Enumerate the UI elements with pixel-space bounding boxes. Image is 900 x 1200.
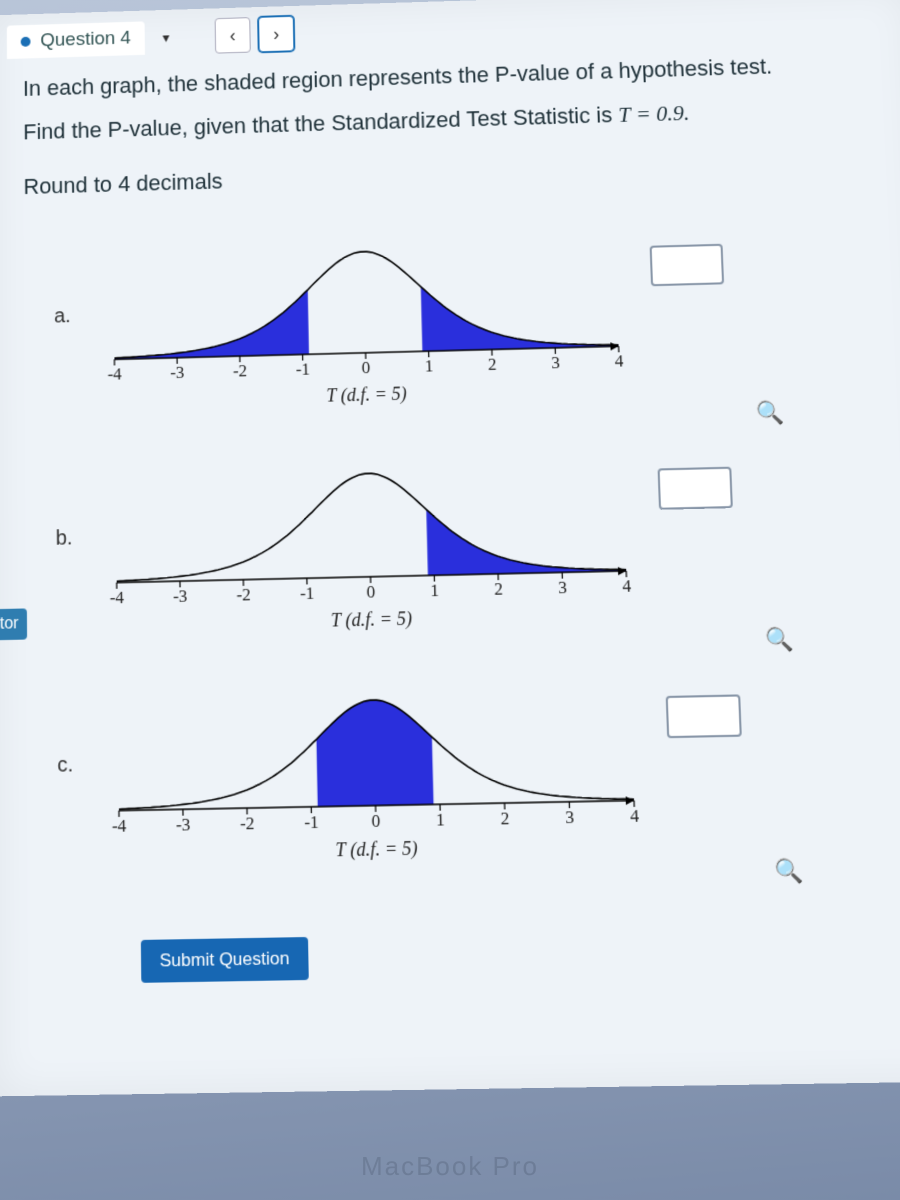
svg-text:-1: -1 <box>300 583 315 603</box>
svg-text:-4: -4 <box>107 364 122 382</box>
svg-text:2: 2 <box>494 579 503 599</box>
chart-row: a. -4-3-2-101234 T (d.f. = 5) <box>54 229 897 414</box>
answer-input[interactable] <box>658 467 733 510</box>
t-distribution-chart: -4 -3 -2 -1 0 1 2 3 4 <box>108 686 646 834</box>
svg-text:0: 0 <box>371 811 380 832</box>
svg-text:1: 1 <box>430 580 439 600</box>
svg-text:1: 1 <box>436 809 445 830</box>
answer-input[interactable] <box>650 244 725 287</box>
svg-text:-3: -3 <box>173 586 188 606</box>
svg-text:1: 1 <box>424 356 433 376</box>
svg-text:-2: -2 <box>233 361 248 381</box>
svg-text:-3: -3 <box>170 362 184 381</box>
svg-text:4: 4 <box>622 576 632 596</box>
svg-text:-2: -2 <box>240 813 255 834</box>
svg-text:-4: -4 <box>110 587 125 605</box>
chart-container: -4-3-2-101234 T (d.f. = 5) <box>106 459 639 637</box>
svg-text:3: 3 <box>551 353 560 373</box>
svg-text:-2: -2 <box>236 584 251 604</box>
chart-label: a. <box>54 305 80 359</box>
svg-text:2: 2 <box>500 808 509 829</box>
question-tab[interactable]: Question 4 <box>7 21 145 59</box>
dropdown-caret-icon[interactable]: ▾ <box>152 25 179 50</box>
next-question-button[interactable]: › <box>258 16 294 53</box>
svg-text:4: 4 <box>614 351 624 371</box>
chart-label: b. <box>56 527 83 582</box>
t-distribution-chart: -4 -3 -2 -1 0 1 2 3 4 <box>106 459 638 606</box>
svg-text:-1: -1 <box>296 359 311 379</box>
tab-title: Question 4 <box>40 28 131 52</box>
svg-text:0: 0 <box>366 582 375 602</box>
sidebar-fragment: tor <box>0 608 27 640</box>
chart-container: -4-3-2-101234 T (d.f. = 5) <box>108 686 647 866</box>
submit-question-button[interactable]: Submit Question <box>141 937 309 983</box>
svg-text:4: 4 <box>630 805 640 826</box>
device-label: MacBook Pro <box>0 1151 900 1182</box>
svg-text:-1: -1 <box>304 812 319 833</box>
chart-container: -4-3-2-101234 T (d.f. = 5) <box>103 236 630 412</box>
chart-row: b. -4-3-2-101234 T (d.f. = 5) <box>55 452 900 638</box>
t-distribution-chart: -4 -3 -2 -1 0 1 2 3 4 <box>103 236 629 382</box>
chart-label: c. <box>57 754 84 810</box>
svg-text:-4: -4 <box>112 815 127 833</box>
chart-row: c. -4-3-2-101234 T (d.f. = 5) <box>57 680 900 867</box>
svg-text:3: 3 <box>558 577 567 597</box>
svg-text:2: 2 <box>488 354 497 374</box>
svg-text:0: 0 <box>361 358 370 378</box>
svg-text:3: 3 <box>565 807 574 828</box>
svg-text:-3: -3 <box>176 814 191 834</box>
prev-question-button[interactable]: ‹ <box>215 17 251 54</box>
tab-status-dot <box>21 37 31 47</box>
answer-input[interactable] <box>666 694 742 738</box>
question-text: In each graph, the shaded region represe… <box>0 40 900 215</box>
